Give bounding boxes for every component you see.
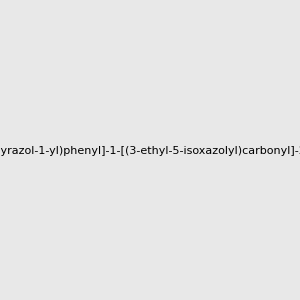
Text: N-[4-(3,5-dimethyl-1H-pyrazol-1-yl)phenyl]-1-[(3-ethyl-5-isoxazolyl)carbonyl]-2-: N-[4-(3,5-dimethyl-1H-pyrazol-1-yl)pheny… (0, 146, 300, 157)
